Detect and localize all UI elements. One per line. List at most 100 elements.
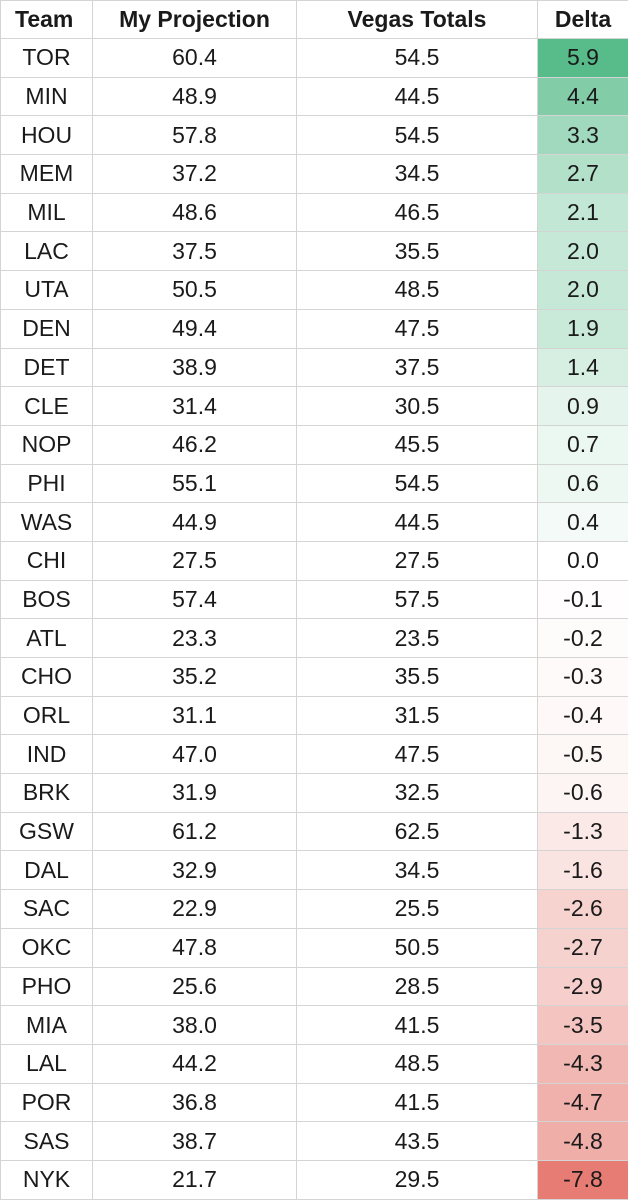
delta-cell: -1.3 (537, 811, 628, 852)
team-cell: HOU (0, 115, 93, 156)
vegas-totals-cell: 34.5 (296, 850, 538, 891)
table-row: MEM 37.2 34.5 2.7 (0, 154, 628, 194)
vegas-totals-cell: 48.5 (296, 1043, 538, 1084)
team-cell: MIN (0, 76, 93, 117)
team-cell: LAL (0, 1043, 93, 1084)
table-row: TOR 60.4 54.5 5.9 (0, 38, 628, 78)
vegas-totals-cell: 35.5 (296, 657, 538, 697)
table-body: TOR 60.4 54.5 5.9 MIN 48.9 44.5 4.4 HOU 57.8 54.5 3… (0, 38, 628, 1200)
my-projection-cell: 44.9 (92, 502, 297, 542)
vegas-totals-cell: 41.5 (296, 1005, 538, 1045)
delta-cell: 0.0 (537, 540, 628, 581)
my-projection-cell: 38.9 (92, 347, 297, 388)
vegas-totals-cell: 45.5 (296, 424, 538, 465)
table-row: PHI 55.1 54.5 0.6 (0, 463, 628, 504)
vegas-totals-cell: 32.5 (296, 773, 538, 813)
header-vegas-totals: Vegas Totals (296, 0, 538, 39)
my-projection-cell: 46.2 (92, 424, 297, 465)
table-row: OKC 47.8 50.5 -2.7 (0, 927, 628, 968)
delta-cell: -1.6 (537, 850, 628, 891)
header-team: Team (0, 0, 93, 39)
my-projection-cell: 36.8 (92, 1082, 297, 1123)
table-row: MIL 48.6 46.5 2.1 (0, 192, 628, 233)
team-cell: GSW (0, 811, 93, 852)
table-row: HOU 57.8 54.5 3.3 (0, 115, 628, 156)
table-row: NYK 21.7 29.5 -7.8 (0, 1159, 628, 1200)
vegas-totals-cell: 44.5 (296, 502, 538, 542)
team-cell: LAC (0, 231, 93, 272)
vegas-totals-cell: 44.5 (296, 76, 538, 117)
table-row: UTA 50.5 48.5 2.0 (0, 270, 628, 310)
my-projection-cell: 22.9 (92, 889, 297, 929)
vegas-totals-cell: 54.5 (296, 115, 538, 156)
team-cell: CHO (0, 657, 93, 697)
delta-cell: -7.8 (537, 1159, 628, 1200)
team-cell: OKC (0, 927, 93, 968)
vegas-totals-cell: 34.5 (296, 154, 538, 194)
delta-cell: 1.4 (537, 347, 628, 388)
delta-cell: -0.5 (537, 734, 628, 775)
vegas-totals-cell: 47.5 (296, 734, 538, 775)
team-cell: ORL (0, 695, 93, 736)
table-row: BOS 57.4 57.5 -0.1 (0, 579, 628, 620)
delta-cell: -4.3 (537, 1043, 628, 1084)
team-cell: POR (0, 1082, 93, 1123)
my-projection-cell: 57.8 (92, 115, 297, 156)
delta-cell: -2.9 (537, 966, 628, 1007)
my-projection-cell: 37.2 (92, 154, 297, 194)
delta-cell: 2.0 (537, 270, 628, 310)
team-cell: ATL (0, 618, 93, 658)
my-projection-cell: 31.1 (92, 695, 297, 736)
my-projection-cell: 31.4 (92, 386, 297, 426)
my-projection-cell: 60.4 (92, 38, 297, 78)
vegas-totals-cell: 31.5 (296, 695, 538, 736)
my-projection-cell: 32.9 (92, 850, 297, 891)
vegas-totals-cell: 62.5 (296, 811, 538, 852)
delta-cell: 2.1 (537, 192, 628, 233)
vegas-totals-cell: 28.5 (296, 966, 538, 1007)
delta-cell: -3.5 (537, 1005, 628, 1045)
my-projection-cell: 35.2 (92, 657, 297, 697)
vegas-totals-cell: 46.5 (296, 192, 538, 233)
table-row: LAC 37.5 35.5 2.0 (0, 231, 628, 272)
vegas-totals-cell: 30.5 (296, 386, 538, 426)
table-row: GSW 61.2 62.5 -1.3 (0, 811, 628, 852)
table-row: DEN 49.4 47.5 1.9 (0, 308, 628, 349)
vegas-totals-cell: 50.5 (296, 927, 538, 968)
delta-cell: 0.4 (537, 502, 628, 542)
table-row: WAS 44.9 44.5 0.4 (0, 502, 628, 542)
vegas-totals-cell: 54.5 (296, 38, 538, 78)
team-cell: CLE (0, 386, 93, 426)
team-cell: DAL (0, 850, 93, 891)
table-row: DET 38.9 37.5 1.4 (0, 347, 628, 388)
vegas-totals-cell: 37.5 (296, 347, 538, 388)
table-row: CHO 35.2 35.5 -0.3 (0, 657, 628, 697)
my-projection-cell: 49.4 (92, 308, 297, 349)
table-row: SAS 38.7 43.5 -4.8 (0, 1121, 628, 1161)
delta-cell: 2.7 (537, 154, 628, 194)
vegas-totals-cell: 57.5 (296, 579, 538, 620)
delta-cell: 3.3 (537, 115, 628, 156)
vegas-totals-cell: 48.5 (296, 270, 538, 310)
my-projection-cell: 61.2 (92, 811, 297, 852)
delta-cell: -4.8 (537, 1121, 628, 1161)
table-row: ATL 23.3 23.5 -0.2 (0, 618, 628, 658)
my-projection-cell: 38.0 (92, 1005, 297, 1045)
delta-cell: -2.6 (537, 889, 628, 929)
vegas-totals-cell: 41.5 (296, 1082, 538, 1123)
delta-cell: 0.9 (537, 386, 628, 426)
table-row: PHO 25.6 28.5 -2.9 (0, 966, 628, 1007)
table-row: SAC 22.9 25.5 -2.6 (0, 889, 628, 929)
vegas-totals-cell: 29.5 (296, 1159, 538, 1200)
delta-cell: 2.0 (537, 231, 628, 272)
team-cell: NYK (0, 1159, 93, 1200)
my-projection-cell: 27.5 (92, 540, 297, 581)
my-projection-cell: 57.4 (92, 579, 297, 620)
table-row: MIN 48.9 44.5 4.4 (0, 76, 628, 117)
team-cell: MIA (0, 1005, 93, 1045)
vegas-totals-cell: 25.5 (296, 889, 538, 929)
my-projection-cell: 23.3 (92, 618, 297, 658)
vegas-totals-cell: 47.5 (296, 308, 538, 349)
vegas-totals-cell: 43.5 (296, 1121, 538, 1161)
